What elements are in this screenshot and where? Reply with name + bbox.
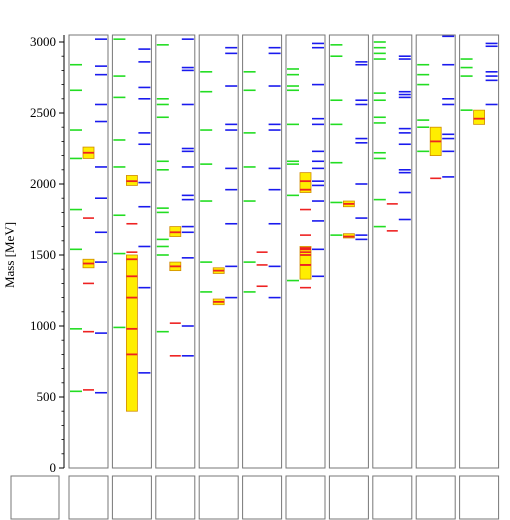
y-tick-label: 500 xyxy=(37,389,57,404)
panel-footer-box xyxy=(328,475,369,520)
panel-frame xyxy=(285,34,326,469)
legend-boxes xyxy=(10,475,500,520)
mass-band-box xyxy=(126,254,138,412)
panel xyxy=(155,34,196,469)
panel-frame xyxy=(111,34,152,469)
mass-band-box xyxy=(299,246,312,280)
y-axis-title: Mass [MeV] xyxy=(2,222,17,288)
panel-frame xyxy=(155,34,196,469)
panel-footer-box xyxy=(111,475,152,520)
panel-frame xyxy=(415,34,456,469)
panel-footer-box xyxy=(242,475,283,520)
y-tick-label: 0 xyxy=(50,460,57,475)
panel-frame xyxy=(328,34,369,469)
y-axis: 0 500 1000 1500 2000 2500 3000 xyxy=(30,34,65,475)
y-tick-label: 3000 xyxy=(30,34,56,49)
panel xyxy=(328,34,369,469)
panel-footer-box xyxy=(372,475,413,520)
panel-footer-box xyxy=(155,475,196,520)
panel xyxy=(415,34,456,469)
panel-frame xyxy=(459,34,500,469)
panel xyxy=(372,34,413,469)
panel-footer-box xyxy=(459,475,500,520)
panel xyxy=(68,34,109,469)
panels xyxy=(68,34,500,469)
panel-footer-box xyxy=(415,475,456,520)
legend-box-left xyxy=(10,475,60,520)
panel xyxy=(198,34,239,469)
panel-frame xyxy=(68,34,109,469)
y-tick-label: 2500 xyxy=(30,105,56,120)
panel-footer-box xyxy=(285,475,326,520)
mass-band-box xyxy=(299,172,312,193)
y-tick-label: 1500 xyxy=(30,247,56,262)
y-tick-label: 2000 xyxy=(30,176,56,191)
panel xyxy=(285,34,326,469)
panel-footer-box xyxy=(198,475,239,520)
panel xyxy=(111,34,152,469)
panel-footer-box xyxy=(68,475,109,520)
panel-frame xyxy=(198,34,239,469)
mass-band-box xyxy=(473,109,486,125)
panel xyxy=(459,34,500,469)
panel-frame xyxy=(242,34,283,469)
panel-frame xyxy=(372,34,413,469)
panel xyxy=(242,34,283,469)
y-tick-label: 1000 xyxy=(30,318,56,333)
